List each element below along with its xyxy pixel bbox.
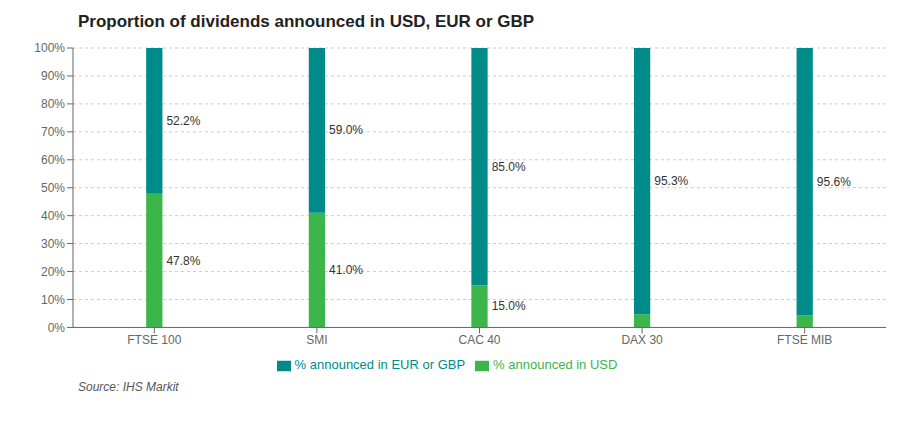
html-text:% announced in EUR or GBP: % announced in EUR or GBP: [294, 357, 466, 373]
svg-text:DAX 30: DAX 30: [621, 333, 663, 347]
svg-text:70%: 70%: [41, 125, 65, 139]
svg-text:20%: 20%: [41, 265, 65, 279]
svg-text:CAC 40: CAC 40: [458, 333, 500, 347]
html-text:Source: IHS Markit: Source: IHS Markit: [78, 380, 179, 394]
svg-text:52.2%: 52.2%: [166, 114, 200, 128]
svg-text:100%: 100%: [34, 41, 65, 55]
svg-text:15.0%: 15.0%: [492, 299, 526, 313]
html-text:Proportion of dividends announ: Proportion of dividends announced in USD…: [78, 12, 535, 31]
svg-text:90%: 90%: [41, 69, 65, 83]
svg-text:50%: 50%: [41, 181, 65, 195]
svg-text:85.0%: 85.0%: [492, 160, 526, 174]
svg-text:95.3%: 95.3%: [654, 174, 688, 188]
svg-text:FTSE MIB: FTSE MIB: [777, 333, 832, 347]
svg-text:SMI: SMI: [306, 333, 327, 347]
svg-text:47.8%: 47.8%: [166, 254, 200, 268]
svg-text:FTSE 100: FTSE 100: [127, 333, 181, 347]
svg-text:10%: 10%: [41, 293, 65, 307]
svg-text:41.0%: 41.0%: [329, 263, 363, 277]
svg-text:30%: 30%: [41, 237, 65, 251]
svg-text:95.6%: 95.6%: [817, 175, 851, 189]
html-text:% announced in USD: % announced in USD: [493, 357, 618, 373]
svg-text:80%: 80%: [41, 97, 65, 111]
svg-text:60%: 60%: [41, 153, 65, 167]
svg-text:59.0%: 59.0%: [329, 123, 363, 137]
svg-text:40%: 40%: [41, 209, 65, 223]
svg-text:0%: 0%: [48, 321, 66, 335]
